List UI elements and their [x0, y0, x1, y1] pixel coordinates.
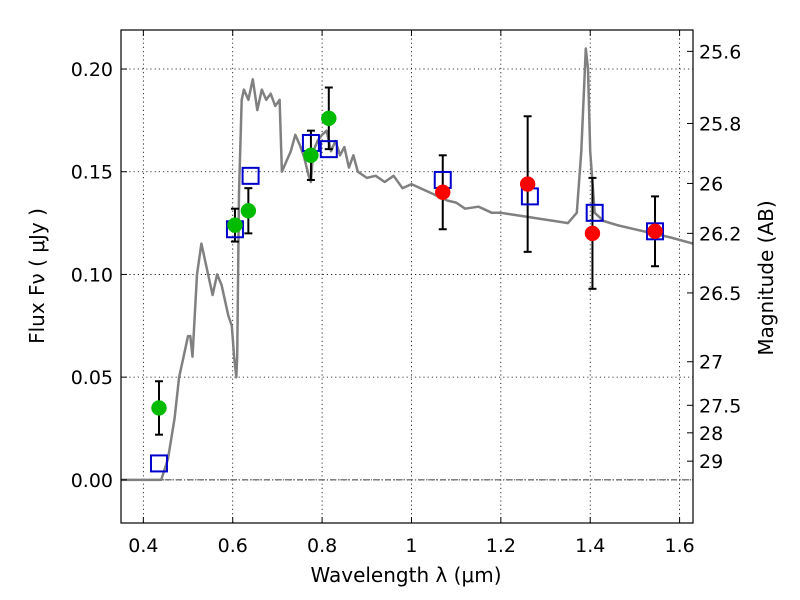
model-square-marker: [241, 166, 260, 185]
y-axis-right-title: Magnitude (AB): [754, 200, 778, 355]
right-tick-label: 27.5: [699, 395, 741, 417]
green-data-point: [303, 147, 319, 164]
marker-layer: [149, 110, 665, 473]
green-data-point: [321, 110, 337, 127]
red-data-point: [519, 176, 536, 192]
y-tick-label: 0.00: [71, 470, 113, 492]
tick-layer: [121, 30, 693, 523]
y-axis-title: Flux Fν ( μJy ): [25, 208, 49, 344]
x-tick-label: 1.6: [664, 535, 694, 557]
right-tick-label: 28: [699, 423, 723, 445]
x-tick-label: 0.4: [128, 535, 158, 557]
right-tick-label: 26.2: [699, 223, 741, 245]
x-tick-label: 1: [405, 535, 417, 557]
y-tick-label: 0.05: [71, 367, 113, 389]
plot-frame: [120, 29, 694, 524]
green-data-point: [151, 400, 167, 416]
right-tick-label: 25.8: [699, 113, 741, 135]
right-tick-label: 25.6: [699, 41, 741, 63]
model-square-marker: [319, 140, 338, 159]
y-tick-label: 0.15: [71, 162, 113, 184]
x-tick-label: 0.8: [307, 535, 337, 557]
x-tick-label: 1.4: [575, 535, 605, 557]
model-square-marker: [585, 203, 604, 222]
right-tick-label: 29: [699, 451, 723, 473]
model-square-marker: [149, 454, 168, 473]
right-tick-label: 27: [699, 352, 723, 374]
right-tick-label: 26.5: [699, 283, 741, 305]
x-tick-label: 0.6: [218, 535, 248, 557]
x-tick-label: 1.2: [486, 535, 516, 557]
y-tick-label: 0.10: [71, 264, 113, 286]
red-data-point: [647, 223, 663, 240]
model-square-marker: [646, 222, 665, 241]
tick-label-layer: 0.4 0.6 0.8 1 1.2 1.4 1.6 0.00 0.05 0.10 0.15 0.20 2…: [71, 41, 742, 557]
red-data-point: [435, 184, 451, 201]
y-tick-label: 0.20: [71, 59, 113, 81]
green-data-point: [240, 203, 257, 219]
x-axis-title: Wavelength λ (μm): [310, 563, 501, 587]
right-tick-label: 26: [699, 173, 723, 195]
red-data-point: [584, 225, 601, 242]
green-data-point: [227, 217, 243, 233]
